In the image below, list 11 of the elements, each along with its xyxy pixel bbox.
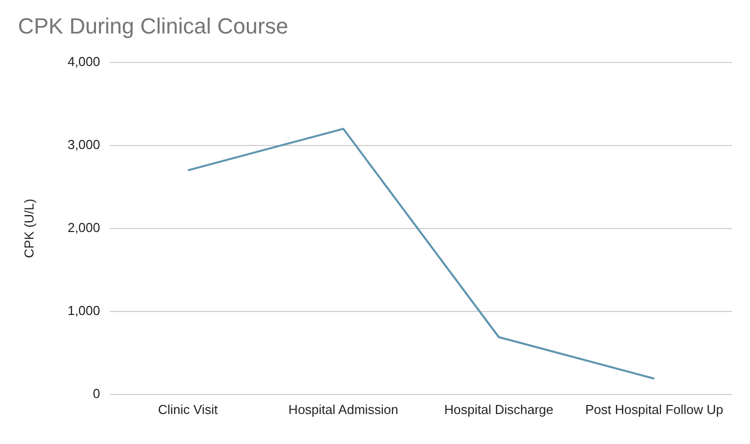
y-tick-label: 1,000 — [68, 302, 100, 318]
x-tick-label: Post Hospital Follow Up — [585, 402, 724, 417]
y-tick-label: 2,000 — [68, 220, 100, 235]
x-tick-label: Hospital Discharge — [444, 402, 554, 417]
y-axis-title: CPK (U/L) — [21, 198, 36, 258]
y-tick-label: 0 — [92, 386, 100, 401]
x-tick-label: Hospital Admission — [288, 402, 398, 417]
chart-title: CPK During Clinical Course — [18, 13, 288, 38]
y-tick-label: 4,000 — [68, 54, 100, 69]
y-tick-label: 3,000 — [68, 136, 100, 152]
x-tick-label: Clinic Visit — [158, 402, 218, 417]
